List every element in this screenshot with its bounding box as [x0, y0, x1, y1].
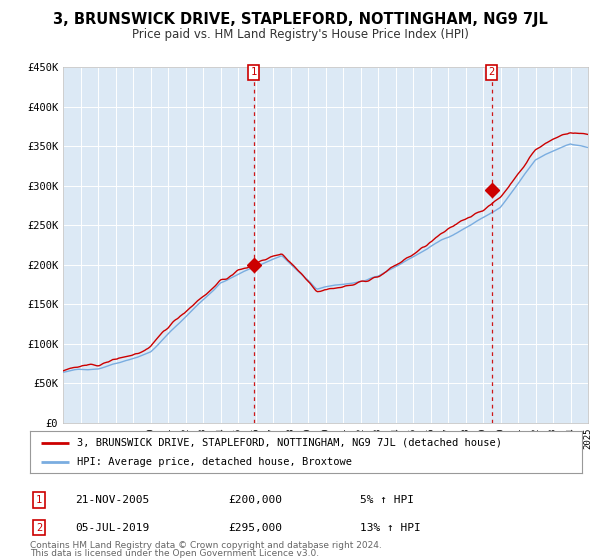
Text: Contains HM Land Registry data © Crown copyright and database right 2024.: Contains HM Land Registry data © Crown c…	[30, 541, 382, 550]
Text: HPI: Average price, detached house, Broxtowe: HPI: Average price, detached house, Brox…	[77, 457, 352, 467]
Text: 2: 2	[488, 67, 495, 77]
Text: 1: 1	[251, 67, 257, 77]
Text: £200,000: £200,000	[228, 495, 282, 505]
Text: 5% ↑ HPI: 5% ↑ HPI	[360, 495, 414, 505]
Text: 13% ↑ HPI: 13% ↑ HPI	[360, 522, 421, 533]
Text: 3, BRUNSWICK DRIVE, STAPLEFORD, NOTTINGHAM, NG9 7JL (detached house): 3, BRUNSWICK DRIVE, STAPLEFORD, NOTTINGH…	[77, 437, 502, 447]
Text: 2: 2	[36, 522, 42, 533]
Text: 1: 1	[36, 495, 42, 505]
Text: This data is licensed under the Open Government Licence v3.0.: This data is licensed under the Open Gov…	[30, 549, 319, 558]
Text: £295,000: £295,000	[228, 522, 282, 533]
Text: Price paid vs. HM Land Registry's House Price Index (HPI): Price paid vs. HM Land Registry's House …	[131, 28, 469, 41]
Text: 3, BRUNSWICK DRIVE, STAPLEFORD, NOTTINGHAM, NG9 7JL: 3, BRUNSWICK DRIVE, STAPLEFORD, NOTTINGH…	[53, 12, 547, 27]
Text: 21-NOV-2005: 21-NOV-2005	[75, 495, 149, 505]
Text: 05-JUL-2019: 05-JUL-2019	[75, 522, 149, 533]
